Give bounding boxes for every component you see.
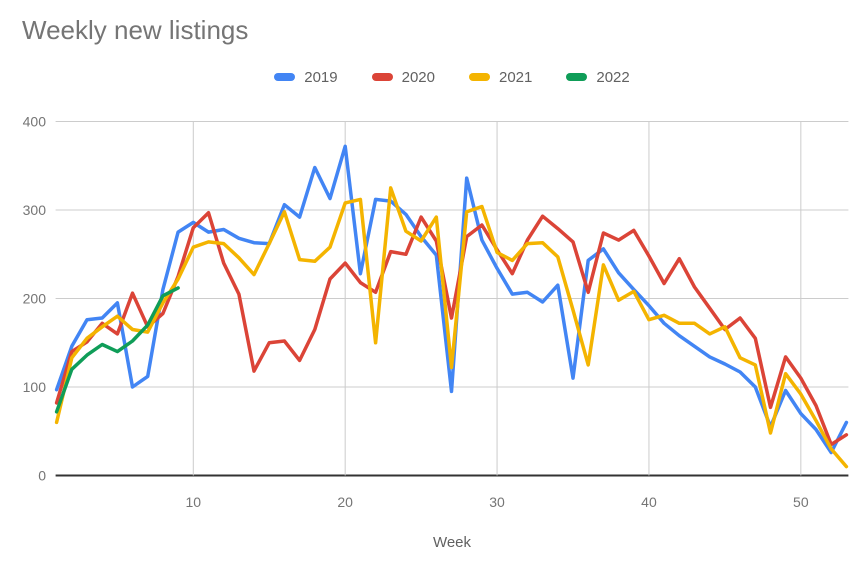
legend-swatch-2019 xyxy=(274,73,296,81)
legend-item-2021: 2021 xyxy=(469,69,532,86)
y-tick-label: 200 xyxy=(23,291,47,307)
x-tick-label: 20 xyxy=(337,494,353,510)
chart-legend: 2019 2020 2021 2022 xyxy=(56,66,848,88)
legend-label: 2019 xyxy=(304,68,338,86)
series-line-2020 xyxy=(54,210,849,447)
y-tick-label: 400 xyxy=(23,114,47,130)
x-tick-label: 50 xyxy=(793,494,809,510)
series-line-2021 xyxy=(54,186,849,469)
legend-item-2022: 2022 xyxy=(566,68,630,86)
legend-swatch-2022 xyxy=(566,73,588,81)
x-axis-title: Week xyxy=(432,534,472,551)
series-line-2022 xyxy=(54,286,180,414)
chart-title: Weekly new listings xyxy=(22,15,249,45)
legend-label: 2021 xyxy=(499,68,533,86)
legend-item-2020: 2020 xyxy=(371,68,435,86)
x-tick-label: 10 xyxy=(186,494,202,510)
legend-label: 2022 xyxy=(596,68,630,86)
legend-swatch-2021 xyxy=(469,73,490,81)
x-tick-label: 30 xyxy=(489,494,505,510)
legend-swatch-2020 xyxy=(371,73,393,81)
x-tick-label: 40 xyxy=(641,494,657,510)
legend-item-2019: 2019 xyxy=(274,68,338,86)
y-tick-label: 100 xyxy=(23,379,47,395)
y-tick-label: 300 xyxy=(23,202,47,218)
y-tick-label: 0 xyxy=(38,468,46,484)
series-line-2019 xyxy=(54,144,849,455)
legend-label: 2020 xyxy=(401,68,435,86)
